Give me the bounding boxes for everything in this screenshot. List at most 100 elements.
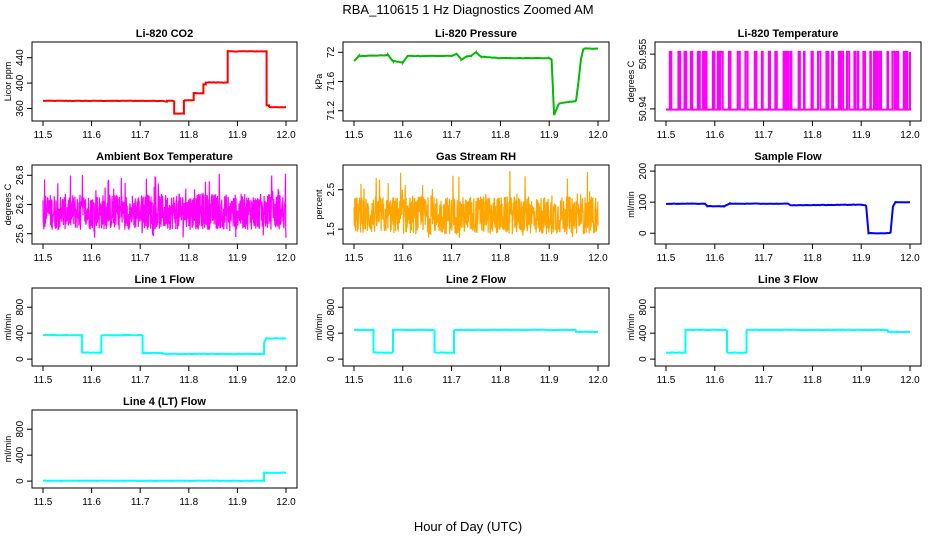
panel-line-4-lt-flow: Line 4 (LT) Flow ml/min 11.5 11.6 11.7 11.8 11… [3,396,298,508]
x-tick-label: 11.9 [540,253,559,264]
panel-gas-stream-rh: Gas Stream RH percent 11.5 11.6 11.7 11.8 11.9… [314,151,610,264]
x-tick-label: 11.6 [82,130,101,141]
x-tick-label: 11.7 [442,253,461,264]
x-tick-label: 11.9 [228,375,247,386]
x-tick-label: 11.8 [179,253,198,264]
x-tick-label: 11.7 [442,130,461,141]
y-axis-label: ml/min [3,314,13,341]
series-line [666,201,910,235]
panel-line-3-flow: Line 3 Flow ml/min 11.5 11.6 11.7 11.8 11.9 12.… [626,274,922,386]
y-tick-label: 400 [326,324,337,341]
panel-li-820-pressure: Li-820 Pressure kPa 11.5 11.6 11.7 11.8 11.9 12… [314,28,610,141]
x-tick-label: 11.9 [228,130,247,141]
plot-frame [31,409,298,489]
panel-line-2-flow: Line 2 Flow ml/min 11.5 11.6 11.7 11.8 11.9 12.… [314,274,610,386]
panel-li-820-co2: Li-820 CO2 Licor ppm 11.5 11.6 11.7 11.8 11.9 1… [3,28,298,141]
x-tick-label: 11.6 [705,375,724,386]
x-tick-label: 11.7 [754,130,773,141]
x-tick-label: 11.5 [34,253,53,264]
x-tick-label: 11.6 [393,253,412,264]
x-tick-label: 11.5 [657,130,676,141]
y-axis-label: ml/min [626,314,636,341]
y-tick-label: 25.6 [15,224,26,244]
panel-title: Li-820 Temperature [738,28,839,40]
y-axis-label: ml/min [626,191,636,218]
panel-title: Li-820 Pressure [435,28,517,40]
panel-title: Line 1 Flow [135,274,195,286]
panel-line-1-flow: Line 1 Flow ml/min 11.5 11.6 11.7 11.8 11.9 12.… [3,274,298,386]
series-line [666,50,911,111]
panel-title: Line 3 Flow [758,274,818,286]
series-line [665,328,911,354]
x-tick-label: 11.8 [803,375,822,386]
x-tick-label: 11.5 [34,497,53,508]
x-tick-label: 11.9 [228,497,247,508]
plot-frame [654,41,922,122]
y-tick-label: 440 [15,49,26,66]
x-tick-label: 12.0 [900,130,920,141]
x-tick-label: 11.9 [540,130,559,141]
panel-sample-flow: Sample Flow ml/min 11.5 11.6 11.7 11.8 11.9 12.… [626,151,922,264]
panel-li-820-temperature: Li-820 Temperature degrees C 11.5 11.6 11.7 1… [626,28,922,141]
y-tick-label: 2.5 [326,182,337,196]
x-tick-label: 11.6 [705,253,724,264]
y-tick-label: 0 [15,478,26,484]
y-tick-label: 200 [638,162,649,179]
y-tick-label: 26.8 [15,165,26,185]
x-tick-label: 11.7 [131,375,150,386]
y-tick-label: 0 [326,356,337,362]
x-tick-label: 12.0 [276,130,296,141]
panel-title: Ambient Box Temperature [96,151,233,163]
figure-xlabel: Hour of Day (UTC) [414,519,522,534]
x-tick-label: 11.8 [803,253,822,264]
x-tick-label: 11.9 [852,130,871,141]
x-tick-label: 11.5 [657,375,676,386]
y-tick-label: 100 [638,193,649,210]
panel-title: Line 4 (LT) Flow [123,396,206,408]
series-line [43,471,287,483]
x-tick-label: 11.9 [540,375,559,386]
y-axis-label: degrees C [626,60,636,102]
y-tick-label: 50.955 [638,38,649,69]
plot-frame [31,287,298,367]
panels: Li-820 CO2 Licor ppm 11.5 11.6 11.7 11.8 11.9 1… [3,28,922,508]
x-tick-label: 11.8 [491,253,510,264]
series-line [353,170,599,238]
x-tick-label: 11.7 [754,253,773,264]
x-tick-label: 11.5 [345,253,364,264]
series-line [353,47,599,116]
y-tick-label: 1.5 [326,222,337,236]
figure-title: RBA_110615 1 Hz Diagnostics Zoomed AM [342,2,593,17]
series-line [42,173,287,238]
x-tick-label: 11.5 [345,130,364,141]
x-tick-label: 11.8 [803,130,822,141]
y-tick-label: 400 [638,324,649,341]
x-tick-label: 12.0 [588,130,608,141]
x-tick-label: 12.0 [276,375,296,386]
y-tick-label: 400 [15,446,26,463]
x-tick-label: 11.6 [82,497,101,508]
plot-frame [342,287,610,367]
x-tick-label: 11.8 [179,375,198,386]
x-tick-label: 11.8 [491,130,510,141]
panel-title: Sample Flow [754,151,822,163]
x-tick-label: 11.7 [442,375,461,386]
y-tick-label: 0 [638,230,649,236]
x-tick-label: 11.7 [131,253,150,264]
x-tick-label: 11.5 [657,253,676,264]
y-tick-label: 360 [15,100,26,117]
y-tick-label: 0 [15,356,26,362]
x-tick-label: 11.5 [34,375,53,386]
x-tick-label: 12.0 [900,375,920,386]
y-tick-label: 26.2 [15,194,26,214]
panel-title: Li-820 CO2 [136,28,193,40]
y-tick-label: 800 [638,298,649,315]
y-axis-label: percent [314,189,324,220]
x-tick-label: 11.8 [179,130,198,141]
panel-title: Gas Stream RH [436,151,516,163]
x-tick-label: 11.6 [393,130,412,141]
y-tick-label: 800 [15,420,26,437]
y-axis-label: ml/min [3,436,13,463]
series-line [353,328,599,354]
